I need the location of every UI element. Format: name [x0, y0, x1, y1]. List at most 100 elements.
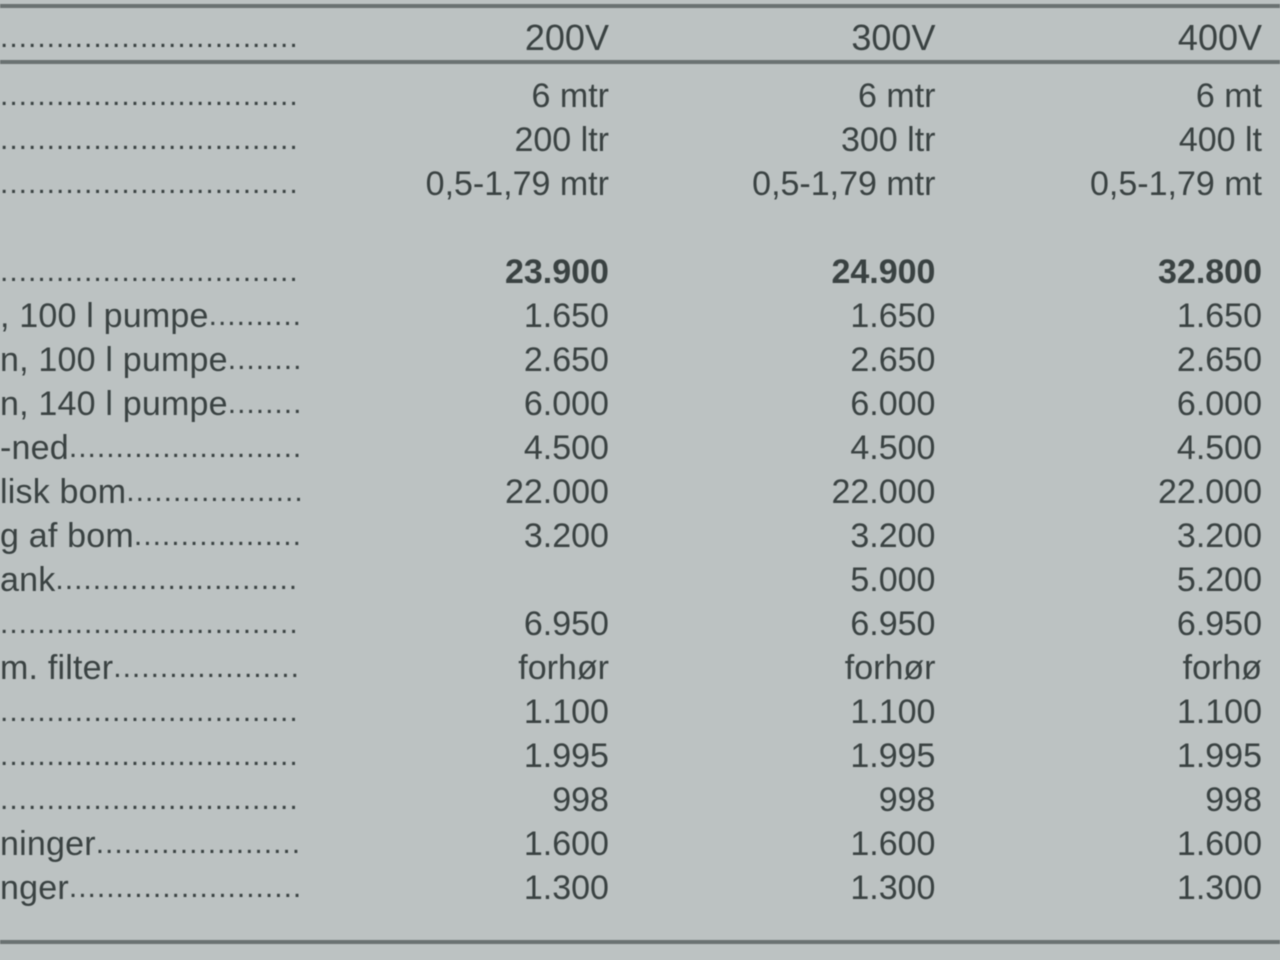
price-row: m. filter ..............................… — [0, 646, 1280, 690]
value-cell-col1: 1.995 — [300, 734, 627, 778]
value-cell-col2: 998 — [627, 778, 954, 822]
spec-row: ........................................… — [0, 118, 1280, 162]
gap-row — [0, 206, 1280, 250]
row-label: ank — [0, 561, 55, 599]
value-cell-col2: 24.900 — [627, 250, 954, 294]
value-cell-col2: 300 ltr — [627, 118, 954, 162]
value-cell-col1: 2.650 — [300, 338, 627, 382]
value-cell-col1: 3.200 — [300, 514, 627, 558]
row-label-cell: ........................................… — [0, 778, 300, 822]
column-header-2: 300V — [627, 8, 954, 60]
header-label-cell: ........................................ — [0, 8, 300, 60]
value-cell-col3: forhø — [953, 646, 1280, 690]
row-label-cell: ........................................… — [0, 602, 300, 646]
price-row: ........................................… — [0, 734, 1280, 778]
value-cell-col1 — [300, 558, 627, 602]
value-cell-col3: 6.000 — [953, 382, 1280, 426]
value-cell-col1: 998 — [300, 778, 627, 822]
row-label-cell: ........................................… — [0, 734, 300, 778]
value-cell-col3: 4.500 — [953, 426, 1280, 470]
row-label: n, 100 l pumpe — [0, 341, 228, 379]
value-cell-col3: 22.000 — [953, 470, 1280, 514]
leader-dots: ........................................… — [0, 602, 300, 646]
price-row: ........................................… — [0, 778, 1280, 822]
value-cell-col1: forhør — [300, 646, 627, 690]
price-row: n, 140 l pumpe .........................… — [0, 382, 1280, 426]
value-cell-col1: 6 mtr — [300, 74, 627, 118]
spec-table: ........................................… — [0, 8, 1280, 910]
leader-dots: ........................................… — [69, 866, 301, 910]
value-cell-col1: 0,5-1,79 mtr — [300, 162, 627, 206]
row-label-cell: m. filter ..............................… — [0, 646, 300, 690]
rule-header-bottom — [0, 60, 1280, 64]
price-row: ........................................… — [0, 690, 1280, 734]
price-row: ank ....................................… — [0, 558, 1280, 602]
row-label-cell: ........................................… — [0, 118, 300, 162]
value-cell-col2: 1.650 — [627, 294, 954, 338]
value-cell-col3: 998 — [953, 778, 1280, 822]
row-label: lisk bom — [0, 473, 126, 511]
column-header-1: 200V — [300, 8, 627, 60]
spec-row: ........................................… — [0, 74, 1280, 118]
value-cell-col2: 6.950 — [627, 602, 954, 646]
value-cell-col1: 1.600 — [300, 822, 627, 866]
value-cell-col1: 1.100 — [300, 690, 627, 734]
value-cell-col3: 32.800 — [953, 250, 1280, 294]
value-cell-col2: 1.300 — [627, 866, 954, 910]
leader-dots: ........................................… — [55, 558, 300, 602]
row-label-cell: lisk bom ...............................… — [0, 470, 300, 514]
value-cell-col2: 2.650 — [627, 338, 954, 382]
value-cell-col2: forhør — [627, 646, 954, 690]
value-cell-col1: 4.500 — [300, 426, 627, 470]
price-row: nger ...................................… — [0, 866, 1280, 910]
price-row: n, 100 l pumpe .........................… — [0, 338, 1280, 382]
leader-dots: ........................................… — [0, 162, 300, 206]
value-cell-col2: 1.100 — [627, 690, 954, 734]
price-row: lisk bom ...............................… — [0, 470, 1280, 514]
value-cell-col3: 400 lt — [953, 118, 1280, 162]
value-cell-col3: 3.200 — [953, 514, 1280, 558]
value-cell-col1: 1.650 — [300, 294, 627, 338]
leader-dots: ........................................… — [0, 74, 300, 118]
rule-bottom — [0, 940, 1280, 944]
header-row: ........................................… — [0, 8, 1280, 60]
price-row: ........................................… — [0, 250, 1280, 294]
leader-dots: ........................................… — [113, 646, 300, 690]
value-cell-col2: 22.000 — [627, 470, 954, 514]
price-row: , 100 l pumpe ..........................… — [0, 294, 1280, 338]
price-row: ninger .................................… — [0, 822, 1280, 866]
row-label-cell: ninger .................................… — [0, 822, 300, 866]
row-label-cell: -ned ...................................… — [0, 426, 300, 470]
value-cell-col2: 6.000 — [627, 382, 954, 426]
row-label: -ned — [0, 429, 69, 467]
row-label-cell: ........................................… — [0, 250, 300, 294]
value-cell-col1: 200 ltr — [300, 118, 627, 162]
row-label-cell: ........................................… — [0, 74, 300, 118]
value-cell-col3: 1.600 — [953, 822, 1280, 866]
value-cell-col3: 6 mt — [953, 74, 1280, 118]
value-cell-col3: 1.995 — [953, 734, 1280, 778]
leader-dots: ........................................ — [0, 16, 300, 60]
leader-dots: ........................................… — [0, 690, 300, 734]
value-cell-col2: 6 mtr — [627, 74, 954, 118]
row-label-cell: , 100 l pumpe ..........................… — [0, 294, 300, 338]
value-cell-col3: 5.200 — [953, 558, 1280, 602]
row-label: g af bom — [0, 517, 134, 555]
price-row: -ned ...................................… — [0, 426, 1280, 470]
leader-dots: ........................................… — [69, 426, 301, 470]
row-label: nger — [0, 869, 69, 907]
spec-sheet: ........................................… — [0, 0, 1280, 960]
value-cell-col2: 5.000 — [627, 558, 954, 602]
row-label-cell: g af bom ...............................… — [0, 514, 300, 558]
leader-dots: ........................................… — [0, 250, 300, 294]
column-header-3: 400V — [953, 8, 1280, 60]
value-cell-col3: 1.100 — [953, 690, 1280, 734]
row-label: ninger — [0, 825, 96, 863]
leader-dots: ........................................… — [96, 822, 301, 866]
leader-dots: ........................................… — [126, 470, 300, 514]
value-cell-col3: 2.650 — [953, 338, 1280, 382]
price-row: ........................................… — [0, 602, 1280, 646]
value-cell-col1: 6.000 — [300, 382, 627, 426]
value-cell-col1: 6.950 — [300, 602, 627, 646]
value-cell-col3: 0,5-1,79 mt — [953, 162, 1280, 206]
